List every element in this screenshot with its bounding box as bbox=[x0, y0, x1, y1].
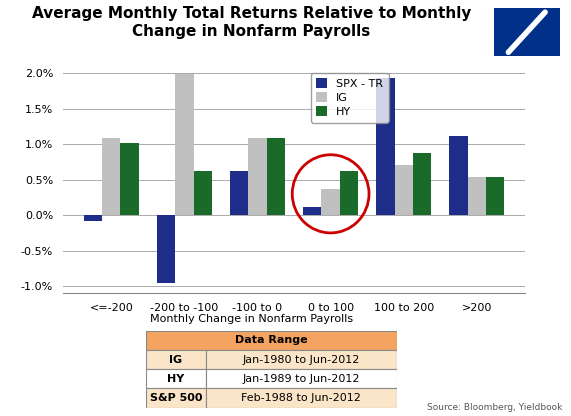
Bar bbox=[340, 171, 358, 215]
FancyBboxPatch shape bbox=[206, 369, 397, 389]
Text: Data Range: Data Range bbox=[235, 335, 308, 345]
Bar bbox=[194, 171, 212, 215]
Bar bbox=[468, 178, 486, 215]
Bar bbox=[248, 138, 267, 215]
Bar bbox=[303, 207, 321, 215]
Bar bbox=[84, 215, 102, 221]
Bar bbox=[157, 215, 175, 282]
Bar bbox=[376, 78, 395, 215]
FancyBboxPatch shape bbox=[206, 350, 397, 369]
Legend: SPX - TR, IG, HY: SPX - TR, IG, HY bbox=[311, 72, 389, 123]
FancyBboxPatch shape bbox=[206, 389, 397, 408]
Bar bbox=[102, 139, 120, 215]
Bar bbox=[321, 189, 340, 215]
Text: HY: HY bbox=[167, 374, 184, 384]
Text: Jan-1989 to Jun-2012: Jan-1989 to Jun-2012 bbox=[243, 374, 360, 384]
Text: Average Monthly Total Returns Relative to Monthly
Change in Nonfarm Payrolls: Average Monthly Total Returns Relative t… bbox=[31, 6, 471, 39]
Text: Monthly Change in Nonfarm Payrolls: Monthly Change in Nonfarm Payrolls bbox=[150, 314, 353, 324]
Bar bbox=[449, 136, 468, 215]
Text: Jan-1980 to Jun-2012: Jan-1980 to Jun-2012 bbox=[243, 354, 360, 364]
Text: IG: IG bbox=[169, 354, 182, 364]
Bar bbox=[120, 143, 139, 215]
FancyBboxPatch shape bbox=[146, 350, 206, 369]
Text: Feb-1988 to Jun-2012: Feb-1988 to Jun-2012 bbox=[242, 393, 361, 403]
Bar bbox=[395, 166, 413, 215]
Bar bbox=[267, 138, 285, 215]
FancyBboxPatch shape bbox=[146, 389, 206, 408]
Text: S&P 500: S&P 500 bbox=[150, 393, 202, 403]
Bar bbox=[175, 74, 194, 215]
FancyBboxPatch shape bbox=[146, 331, 397, 350]
FancyBboxPatch shape bbox=[494, 8, 560, 56]
Text: Source: Bloomberg, Yieldbook: Source: Bloomberg, Yieldbook bbox=[427, 403, 562, 412]
Bar bbox=[486, 178, 504, 215]
Bar bbox=[413, 153, 431, 215]
Bar bbox=[230, 171, 248, 215]
FancyBboxPatch shape bbox=[146, 369, 206, 389]
